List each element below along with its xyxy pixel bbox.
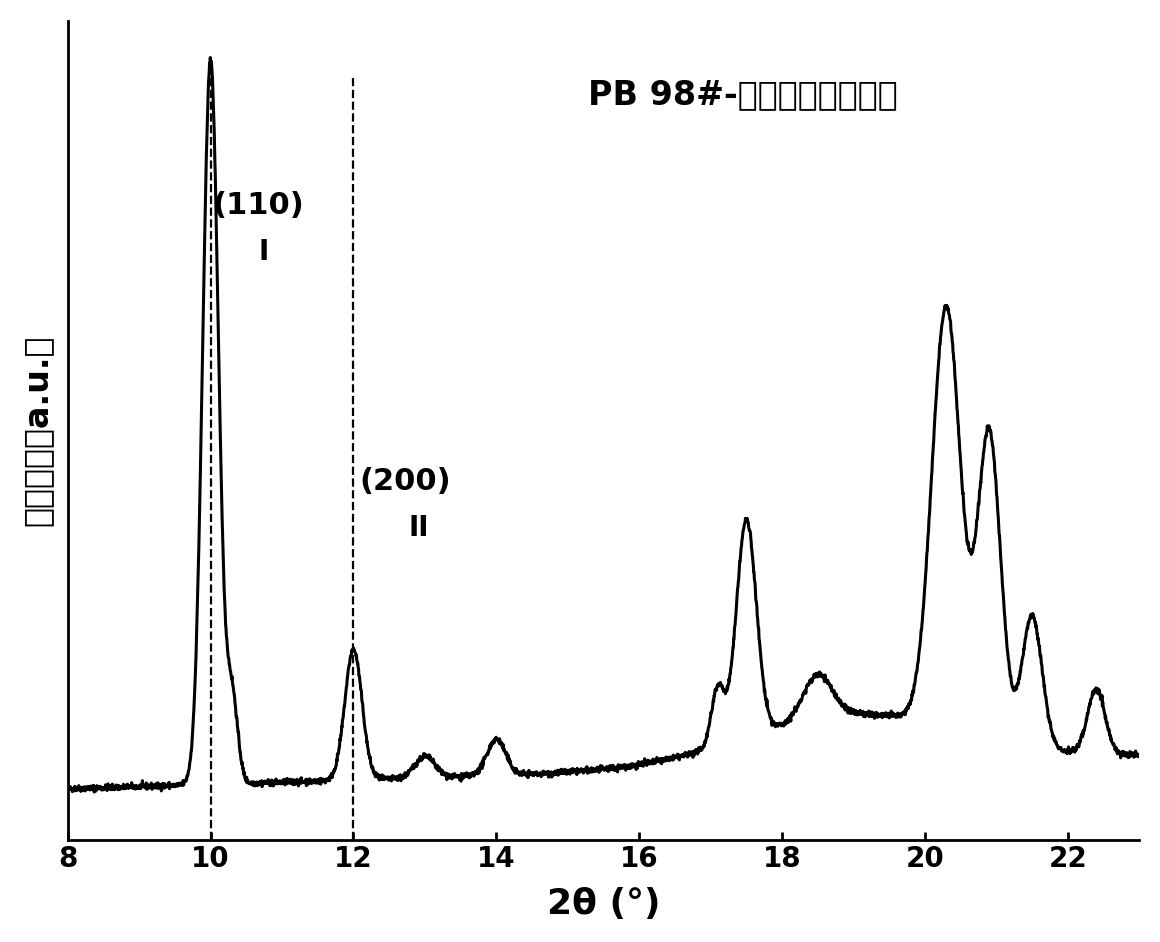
Text: II: II	[408, 513, 429, 542]
Text: (110): (110)	[212, 191, 304, 219]
Text: (200): (200)	[360, 466, 451, 495]
X-axis label: 2θ (°): 2θ (°)	[546, 887, 660, 921]
Text: PB 98#-室温放置一月以上: PB 98#-室温放置一月以上	[588, 78, 898, 111]
Text: I: I	[259, 237, 269, 266]
Y-axis label: 散射强度（a.u.）: 散射强度（a.u.）	[21, 334, 53, 527]
